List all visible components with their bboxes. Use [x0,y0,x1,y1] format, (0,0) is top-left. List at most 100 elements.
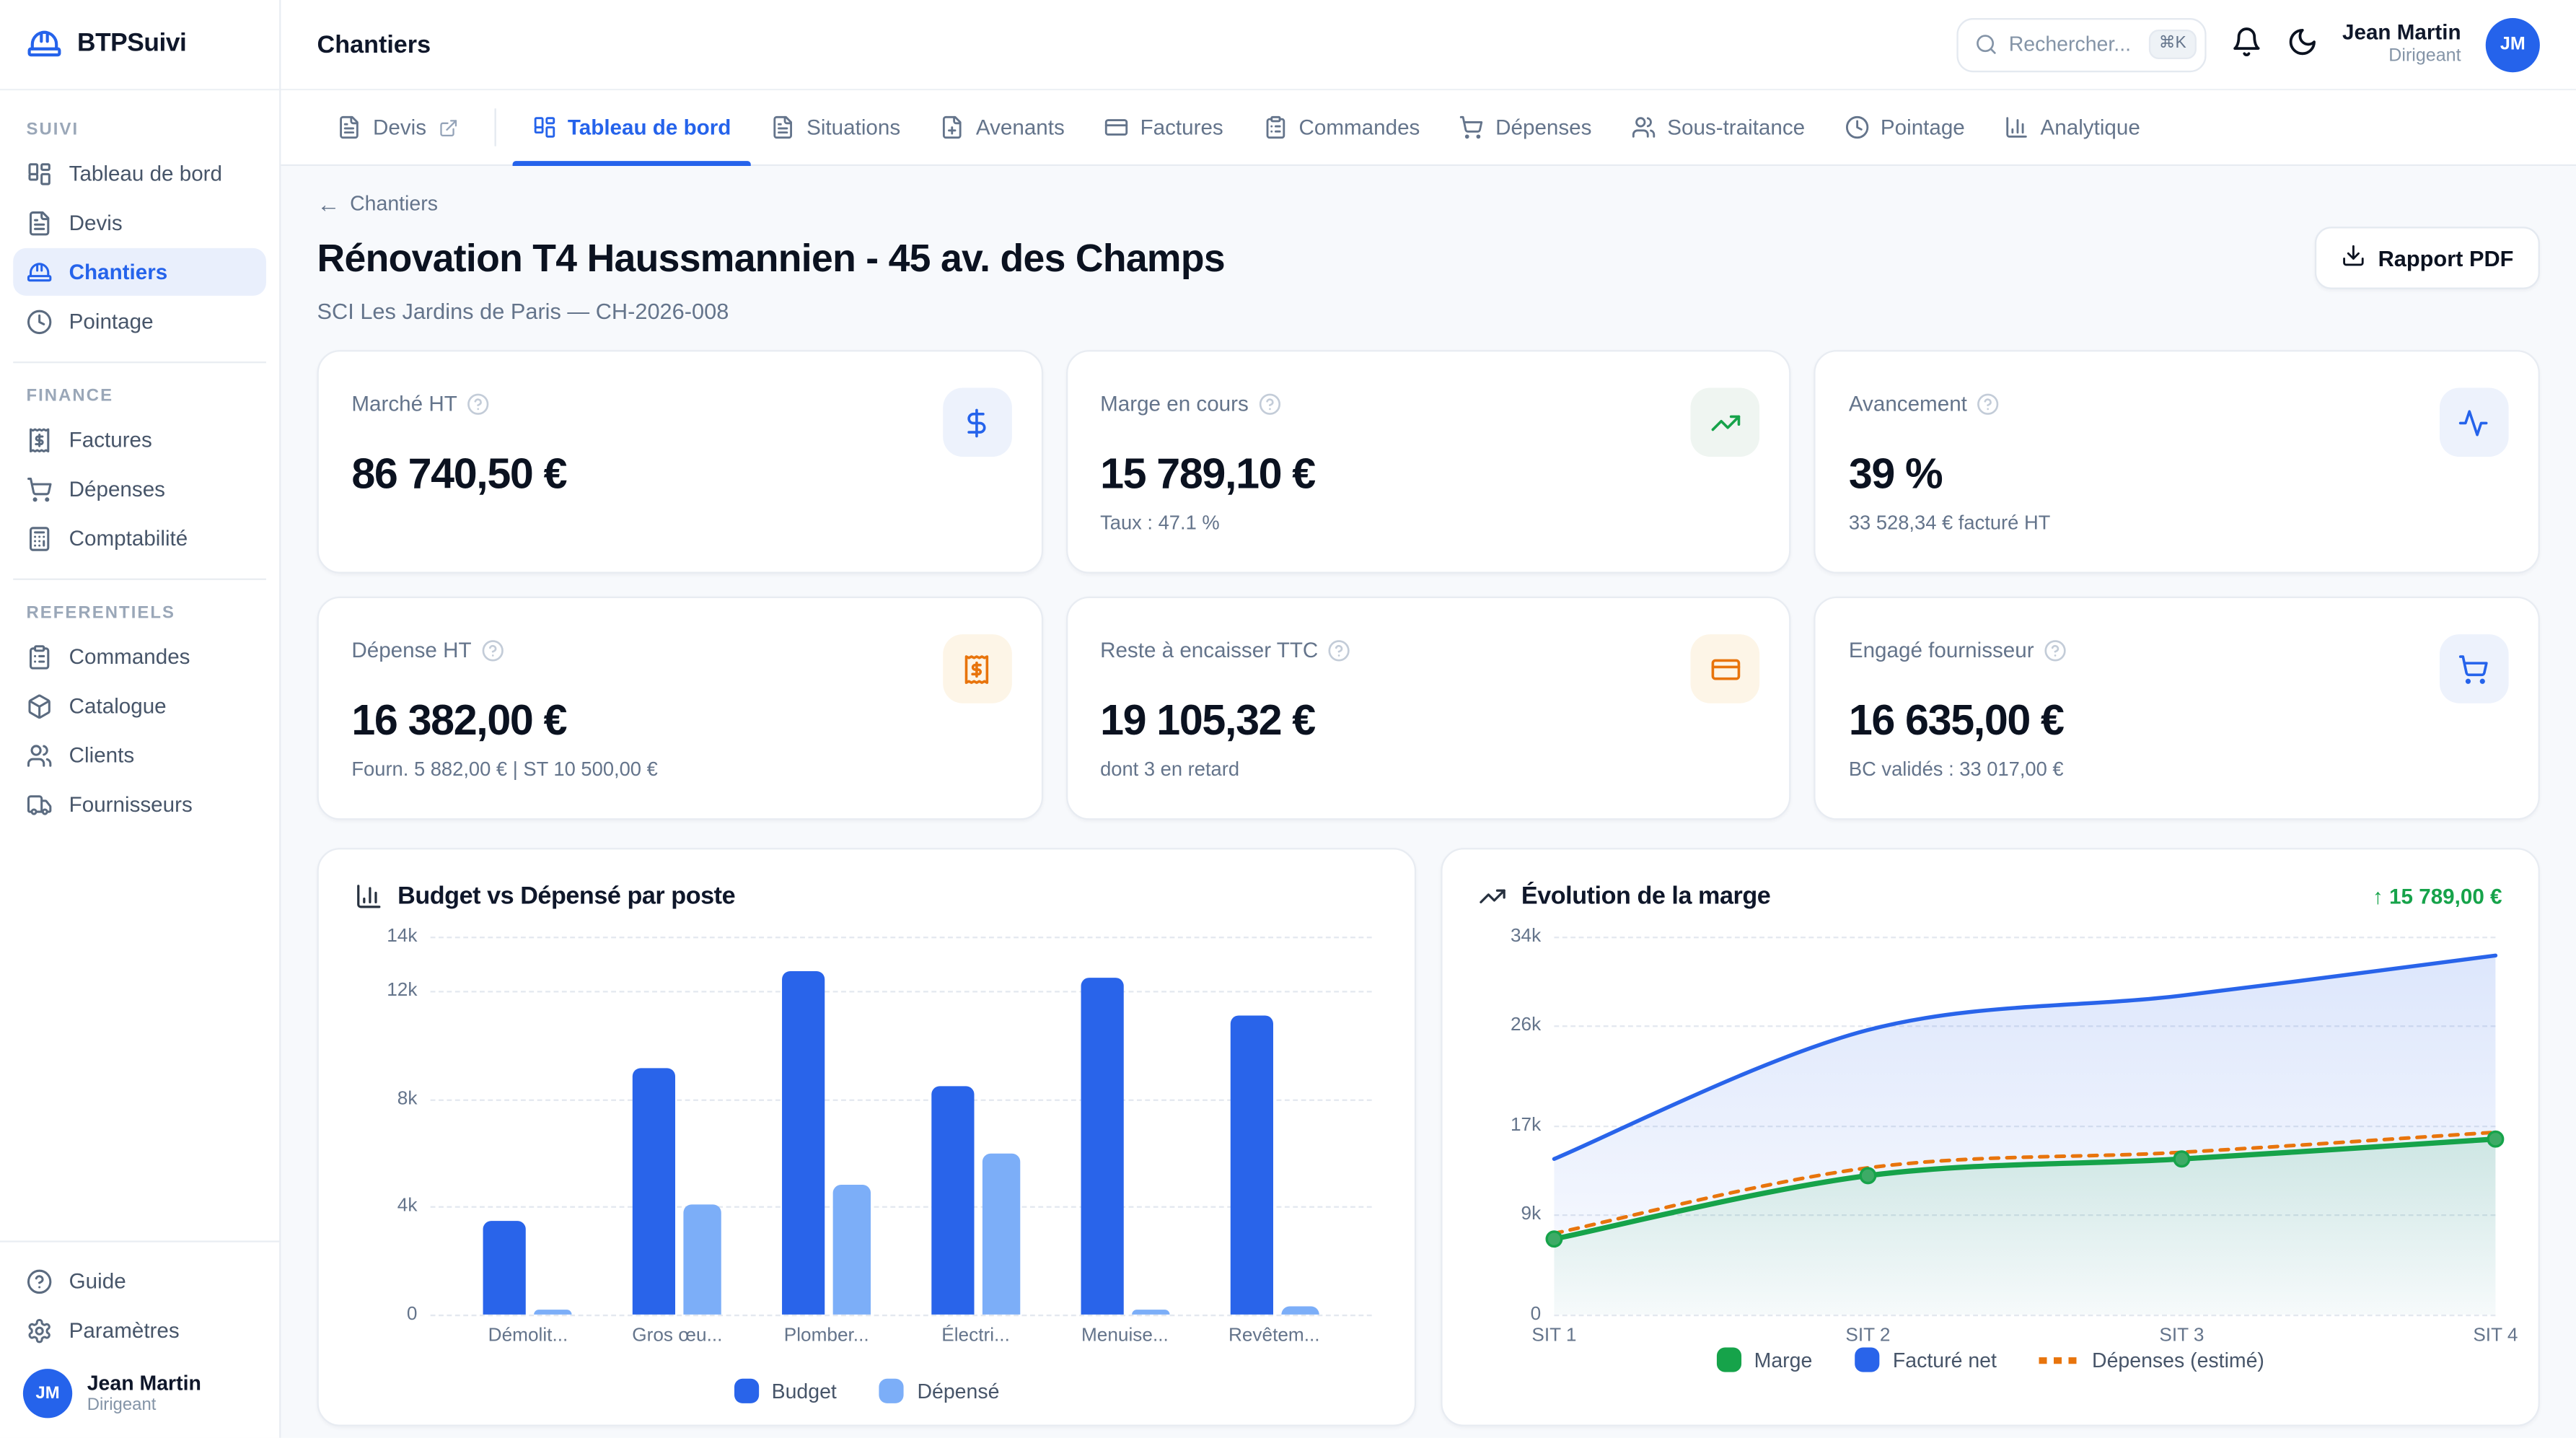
sidebar-item-label: Comptabilité [69,525,188,551]
sidebar-item-parametres[interactable]: Paramètres [13,1307,266,1354]
y-axis-tick: 17k [1510,1115,1542,1136]
search-box[interactable]: ⌘K [1956,17,2207,72]
tab-commandes[interactable]: Commandes [1243,90,1440,164]
line-chart-title: Évolution de la marge [1521,882,1771,911]
kpi-subtext: Fourn. 5 882,00 € | ST 10 500,00 € [351,757,658,781]
layout-dashboard-icon [26,160,52,186]
tab-sous-traitance[interactable]: Sous-traitance [1612,90,1825,164]
kpi-label: Reste à encaisser TTC [1100,637,1319,662]
bar-group-electri [901,937,1050,1315]
sidebar-item-catalogue[interactable]: Catalogue [13,682,266,729]
user-role: Dirigeant [87,1395,157,1416]
user-name: Jean Martin [2342,19,2461,45]
help-circle-icon[interactable] [1258,392,1281,415]
hard-hat-icon [26,26,62,62]
line-depenses-estime [1552,1130,2497,1235]
help-circle-icon[interactable] [1328,639,1351,662]
kpi-subtext: 33 528,34 € facturé HT [1848,511,2051,535]
x-axis-tick: SIT 2 [1845,1325,1891,1346]
cart-icon [26,475,52,501]
help-circle-icon[interactable] [481,639,504,662]
kpi-value: 15 789,10 € [1100,448,1316,499]
sidebar-footer: Guide Paramètres JM Jean Martin Dirigeant [0,1240,280,1437]
bar-depense [982,1154,1021,1315]
kpi-value: 19 105,32 € [1100,695,1316,745]
x-axis-tick: Revêtem... [1228,1325,1320,1346]
kpi-card-marge-en-cours: Marge en cours 15 789,10 € Taux : 47.1 % [1065,350,1792,574]
bar-group-revetem [1200,937,1349,1315]
receipt-icon [26,426,52,452]
help-circle-icon[interactable] [2044,639,2067,662]
tabs-bar: Devis Tableau de bord Situations Avenants Fa… [281,90,2576,167]
calculator-icon [26,525,52,551]
sidebar-user[interactable]: JM Jean Martin Dirigeant [0,1356,279,1421]
report-pdf-button[interactable]: Rapport PDF [2313,227,2540,289]
sidebar-item-label: Paramètres [69,1318,180,1343]
kpi-subtext: Taux : 47.1 % [1100,511,1220,535]
brand: BTPSuivi [0,0,280,91]
sidebar-item-label: Pointage [69,309,154,334]
tab-devis[interactable]: Devis [317,90,478,164]
clipboard-icon [26,644,52,670]
bar-chart-title: Budget vs Dépensé par poste [397,882,736,911]
avatar[interactable]: JM [2485,17,2540,72]
y-axis-tick: 9k [1521,1204,1542,1224]
legend-label: Marge [1754,1348,1813,1372]
page-subtitle: SCI Les Jardins de Paris — CH-2026-008 [317,299,729,324]
tab-tableau-de-bord[interactable]: Tableau de bord [511,90,752,167]
tab-label: Analytique [2040,115,2140,140]
tab-analytique[interactable]: Analytique [1984,90,2160,164]
gridline [430,937,1372,939]
cart-icon [2439,634,2509,703]
arrow-left-icon: ← [317,190,340,217]
bar-group-gros-u [602,937,752,1315]
y-axis-tick: 8k [397,1088,418,1109]
layout-dashboard-icon [532,115,556,139]
sidebar-item-depenses[interactable]: Dépenses [13,465,266,513]
notifications-button[interactable] [2230,26,2261,62]
gridline [430,1098,1372,1100]
sidebar-item-chantiers[interactable]: Chantiers [13,247,266,296]
sidebar-item-comptabilite[interactable]: Comptabilité [13,514,266,562]
download-icon [2340,243,2365,273]
sidebar-item-clients[interactable]: Clients [13,731,266,779]
legend-item-depense: Dépensé [879,1378,1000,1403]
sidebar-item-tableau-de-bord[interactable]: Tableau de bord [13,149,266,197]
user-role: Dirigeant [2388,45,2461,66]
tab-label: Pointage [1880,115,1965,140]
y-axis-tick: 14k [387,926,418,947]
sidebar-item-guide[interactable]: Guide [13,1257,266,1305]
kpi-subtext: BC validés : 33 017,00 € [1848,757,2064,781]
line-marge [1551,1136,2499,1242]
sidebar-item-devis[interactable]: Devis [13,199,266,247]
topbar-user: Jean Martin Dirigeant [2342,19,2461,67]
sidebar-item-fournisseurs[interactable]: Fournisseurs [13,781,266,828]
credit-card-icon [1691,634,1760,703]
help-circle-icon[interactable] [467,392,490,415]
bar-depense [1131,1309,1169,1315]
bell-icon [2230,26,2261,62]
package-icon [26,693,52,719]
help-circle-icon[interactable] [1977,392,2000,415]
x-axis-tick: Démolit... [488,1325,568,1346]
bar-budget [1080,977,1124,1315]
kpi-label: Avancement [1848,391,1967,416]
legend-swatch [2039,1356,2079,1364]
bar-chart-card: Budget vs Dépensé par poste 0 4k 8k 12k 14k D… [317,848,1417,1426]
search-input[interactable] [2008,32,2138,56]
area-marge [1554,1139,2496,1315]
sidebar-item-pointage[interactable]: Pointage [13,297,266,345]
sidebar-item-factures[interactable]: Factures [13,416,266,463]
tab-depenses[interactable]: Dépenses [1440,90,1612,164]
sidebar: BTPSuivi SUIVI Tableau de bord Devis Chanti… [0,0,281,1438]
tab-pointage[interactable]: Pointage [1824,90,1984,164]
trending-up-icon [1691,387,1760,457]
theme-toggle-button[interactable] [2287,26,2318,62]
breadcrumb[interactable]: ← Chantiers [317,192,438,215]
legend-label: Dépensé [917,1379,1000,1403]
tab-avenants[interactable]: Avenants [920,90,1084,164]
sidebar-item-commandes[interactable]: Commandes [13,633,266,680]
tab-factures[interactable]: Factures [1084,90,1243,164]
tab-label: Dépenses [1495,115,1592,140]
tab-situations[interactable]: Situations [751,90,920,164]
